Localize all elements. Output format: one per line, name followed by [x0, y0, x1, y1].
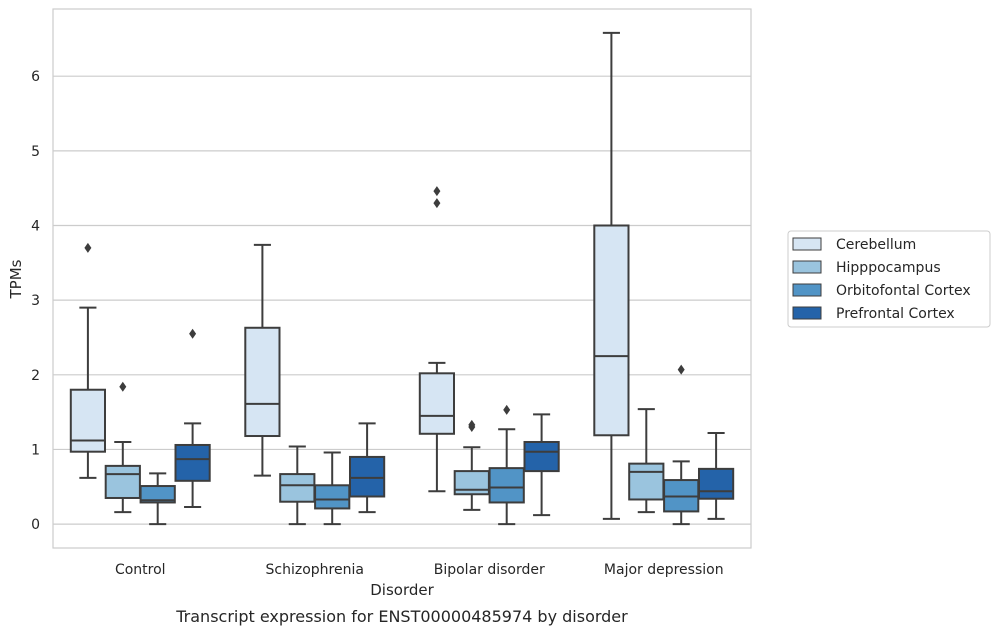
- y-tick-label: 1: [31, 442, 40, 458]
- outlier-point: [468, 419, 476, 430]
- legend-swatch: [792, 283, 822, 297]
- box-body: [314, 484, 351, 510]
- box-2-3: [523, 413, 560, 517]
- box-3-2: [663, 364, 700, 526]
- grid-lines: [53, 75, 751, 525]
- legend-swatch: [792, 237, 822, 251]
- y-axis-ticks: 0 1 2 3 4 5 6: [31, 69, 40, 533]
- box-body: [488, 467, 525, 504]
- outlier-point: [433, 198, 441, 209]
- box-series: [69, 31, 735, 526]
- legend-swatch: [792, 306, 822, 320]
- outlier-point: [189, 328, 197, 339]
- x-tick-label: Control: [115, 562, 166, 578]
- legend-frame: [787, 230, 991, 328]
- box-body: [348, 455, 386, 498]
- box-body: [174, 443, 211, 482]
- box-1-1: [279, 445, 316, 526]
- box-body: [697, 467, 735, 500]
- box-3-0: [593, 31, 630, 520]
- box-body: [69, 388, 107, 453]
- box-body: [244, 326, 281, 438]
- box-body: [104, 464, 141, 499]
- box-2-2: [488, 404, 525, 526]
- outlier-point: [677, 364, 685, 375]
- y-tick-label: 6: [31, 69, 40, 85]
- y-tick-label: 0: [31, 517, 40, 533]
- plot-area-frame: [52, 8, 752, 549]
- outlier-point: [503, 404, 511, 415]
- y-tick-label: 2: [31, 368, 40, 384]
- box-2-0: [418, 186, 456, 493]
- x-tick-label: Bipolar disorder: [434, 562, 545, 578]
- box-body: [523, 440, 560, 473]
- legend-entry: Prefrontal Cortex: [836, 306, 955, 322]
- box-body: [279, 473, 316, 503]
- chart-caption: Transcript expression for ENST0000048597…: [175, 607, 628, 626]
- box-1-3: [348, 422, 386, 514]
- box-1-2: [314, 451, 351, 526]
- box-3-3: [697, 432, 735, 520]
- y-tick-label: 5: [31, 144, 40, 160]
- outlier-point: [119, 381, 127, 392]
- x-tick-label: Schizophrenia: [266, 562, 364, 578]
- box-body: [418, 372, 456, 435]
- box-3-1: [628, 408, 665, 514]
- y-tick-label: 3: [31, 293, 40, 309]
- box-2-1: [453, 419, 490, 511]
- y-tick-label: 4: [31, 218, 40, 234]
- legend-entry: Cerebellum: [836, 237, 916, 253]
- x-axis-ticks: Control Schizophrenia Bipolar disorder Majo…: [115, 562, 724, 578]
- box-body: [593, 224, 630, 437]
- legend: Cerebellum Hipppocampus Orbitofontal Corte…: [787, 230, 991, 328]
- box-body: [453, 470, 490, 496]
- box-1-0: [244, 243, 281, 477]
- box-body: [628, 462, 665, 501]
- outlier-point: [84, 242, 92, 253]
- x-axis-label: Disorder: [370, 581, 434, 599]
- box-0-2: [139, 472, 176, 526]
- legend-entry: Orbitofontal Cortex: [836, 283, 971, 299]
- box-0-0: [69, 242, 107, 479]
- box-0-3: [174, 328, 211, 508]
- box-body: [139, 485, 176, 504]
- y-axis-label: TPMs: [7, 259, 25, 299]
- outlier-point: [433, 186, 441, 197]
- x-tick-label: Major depression: [604, 562, 724, 578]
- legend-swatch: [792, 260, 822, 274]
- legend-entry: Hipppocampus: [836, 260, 941, 276]
- box-0-1: [104, 381, 141, 514]
